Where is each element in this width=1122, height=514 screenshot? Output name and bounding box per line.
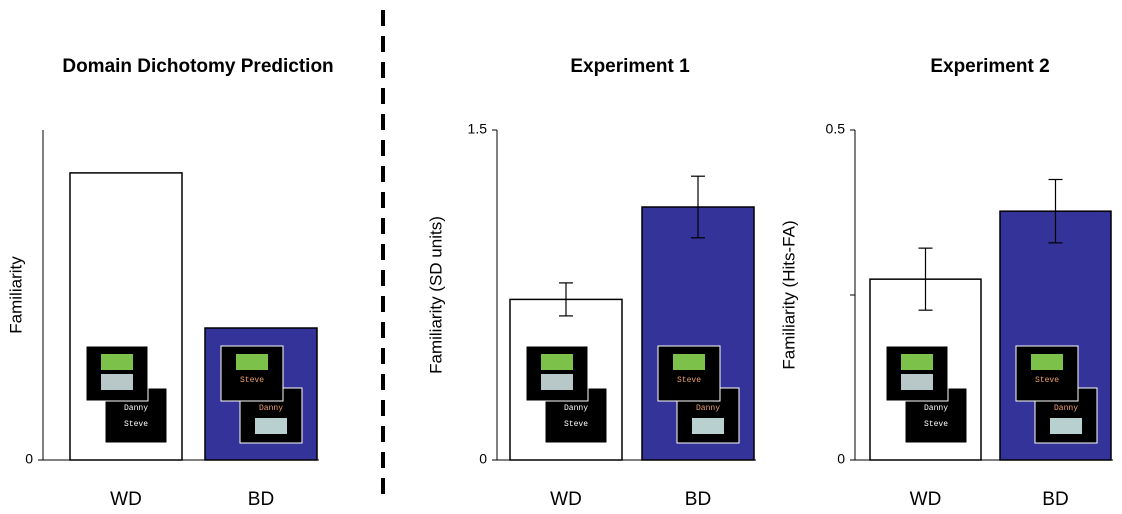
- y-axis-label: Familiarity (SD units): [426, 216, 445, 374]
- stimulus-image: [101, 354, 133, 370]
- x-tick-label: WD: [110, 489, 142, 510]
- chart-title: Experiment 2: [930, 56, 1049, 77]
- figure: Domain Dichotomy Prediction Familiarity 0 D…: [0, 0, 1122, 514]
- stimulus-image: [541, 374, 573, 390]
- x-tick-label: BD: [685, 489, 711, 510]
- stimulus-name: Danny: [564, 404, 588, 413]
- stimulus-name: Steve: [240, 376, 264, 385]
- stimulus-image: [901, 374, 933, 390]
- chart-title: Domain Dichotomy Prediction: [62, 56, 333, 77]
- x-tick-label: BD: [248, 489, 274, 510]
- x-tick-label: BD: [1042, 489, 1068, 510]
- stimulus-image: [1031, 354, 1063, 370]
- stimulus-image: [101, 374, 133, 390]
- stimulus-name: Danny: [1054, 404, 1078, 413]
- stimulus-name: Danny: [124, 404, 148, 413]
- y-tick-label: 1.5: [468, 121, 488, 137]
- y-axis-label: Familiarity (Hits-FA): [779, 220, 798, 369]
- x-tick-label: WD: [550, 489, 582, 510]
- y-tick-label: 0: [837, 451, 845, 467]
- stimulus-image: [692, 418, 724, 434]
- y-tick-label: 0.5: [826, 121, 846, 137]
- chart-title: Experiment 1: [570, 56, 690, 77]
- stimulus-image: [673, 354, 705, 370]
- stimulus-image: [255, 418, 287, 434]
- x-tick-label: WD: [910, 489, 942, 510]
- stimulus-name: Steve: [1035, 376, 1059, 385]
- stimulus-name: Danny: [924, 404, 948, 413]
- stimulus-name: Steve: [924, 420, 948, 429]
- stimulus-name: Danny: [696, 404, 720, 413]
- stimulus-name: Steve: [564, 420, 588, 429]
- stimulus-image: [236, 354, 268, 370]
- y-tick-label: 0: [479, 451, 487, 467]
- y-tick-label: 0: [25, 451, 33, 467]
- stimulus-image: [1050, 418, 1082, 434]
- stimulus-image: [541, 354, 573, 370]
- stimulus-name: Steve: [677, 376, 701, 385]
- y-axis-label: Familiarity: [6, 256, 25, 334]
- stimulus-image: [901, 354, 933, 370]
- stimulus-name: Danny: [259, 404, 283, 413]
- stimulus-name: Steve: [124, 420, 148, 429]
